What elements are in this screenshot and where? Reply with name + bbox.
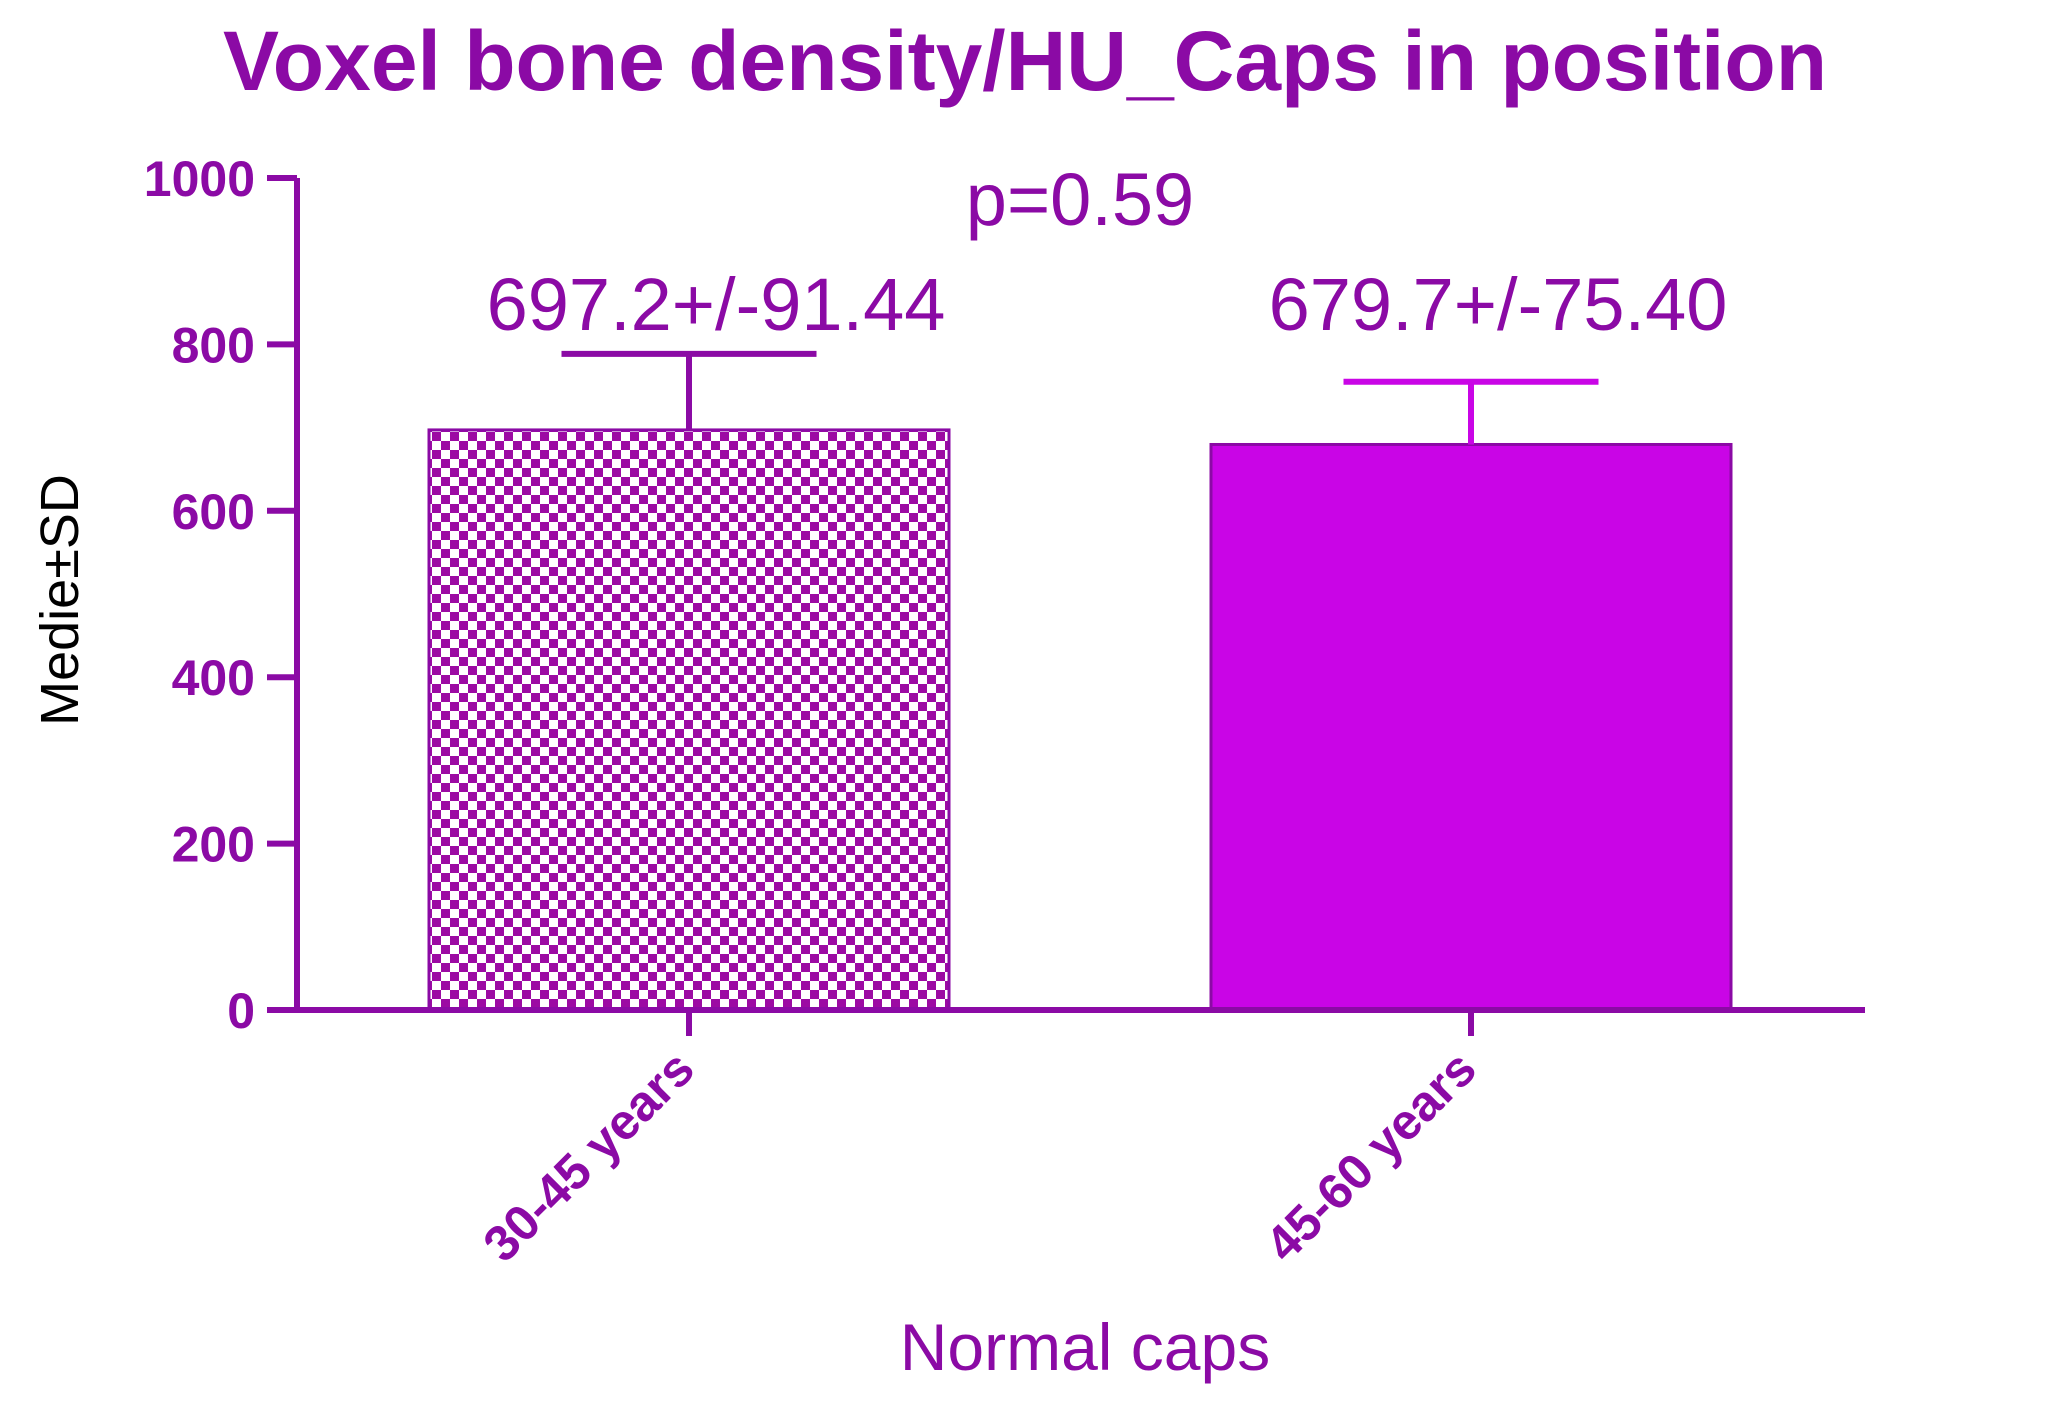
y-tick-label-400: 400 bbox=[172, 650, 255, 706]
y-tick-label-0: 0 bbox=[227, 983, 255, 1039]
plot-area: 697.2+/-91.44 30-45 years 679.7+/-75.40 45-… bbox=[144, 151, 1865, 1272]
x-tick-label-1: 30-45 years bbox=[473, 1040, 705, 1272]
y-tick-label-600: 600 bbox=[172, 484, 255, 540]
chart-title: Voxel bone density/HU_Caps in position bbox=[223, 14, 1827, 108]
y-tick-label-1000: 1000 bbox=[144, 151, 255, 207]
bar-2 bbox=[1209, 442, 1733, 1012]
y-tick-label-800: 800 bbox=[172, 317, 255, 373]
bar-value-label-2: 679.7+/-75.40 bbox=[1269, 263, 1728, 346]
x-tick-label-2: 45-60 years bbox=[1255, 1040, 1487, 1272]
x-axis-label: Normal caps bbox=[900, 1310, 1270, 1384]
bar-value-label-1: 697.2+/-91.44 bbox=[487, 263, 946, 346]
p-value-annotation: p=0.59 bbox=[966, 158, 1194, 241]
bar-1 bbox=[427, 428, 951, 1012]
y-tick-label-200: 200 bbox=[172, 817, 255, 873]
y-axis-label: Medie±SD bbox=[30, 474, 90, 726]
